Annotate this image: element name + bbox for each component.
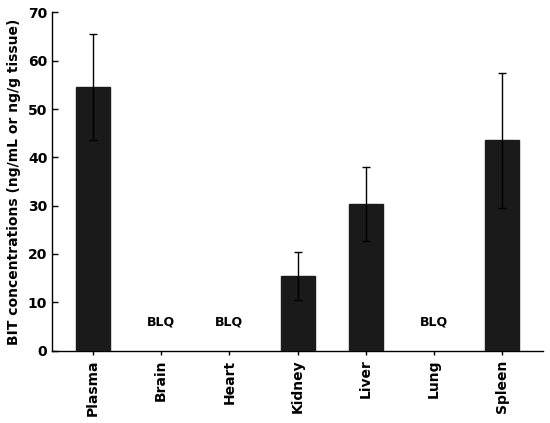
Bar	[349, 204, 383, 351]
Text: BLQ: BLQ	[420, 316, 448, 329]
Text: BLQ: BLQ	[147, 316, 175, 329]
Text: BLQ: BLQ	[216, 316, 244, 329]
Y-axis label: BIT concentrations (ng/mL or ng/g tissue): BIT concentrations (ng/mL or ng/g tissue…	[7, 18, 21, 345]
Bar	[76, 87, 110, 351]
Bar	[280, 276, 315, 351]
Bar	[485, 140, 519, 351]
